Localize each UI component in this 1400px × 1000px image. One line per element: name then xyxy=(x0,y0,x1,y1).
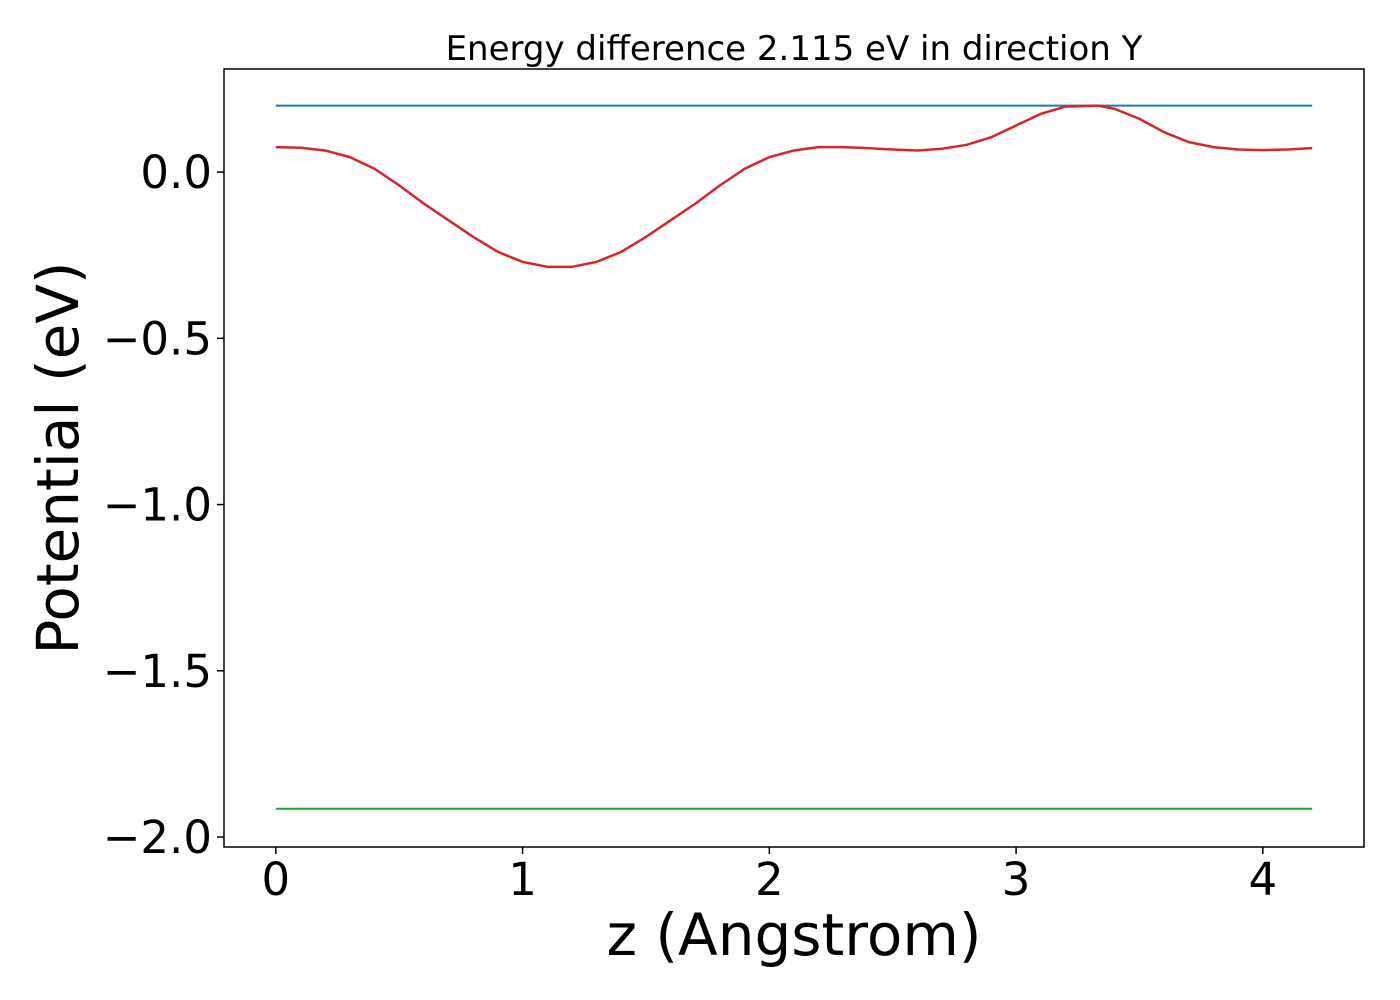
x-axis-label: z (Angstrom) xyxy=(607,901,982,969)
axis-ticks: 0 1 2 3 4 0.0 −0.5 −1.0 −1.5 −2.0 xyxy=(103,146,1277,906)
plot-frame xyxy=(223,68,1365,848)
y-tick-label: −1.5 xyxy=(103,645,212,698)
y-tick-label: −1.0 xyxy=(103,479,212,532)
x-tick-label: 3 xyxy=(1002,853,1031,906)
series-line-3 xyxy=(275,104,1313,269)
y-tick-label: 0.0 xyxy=(140,146,212,199)
x-tick-label: 4 xyxy=(1249,853,1278,906)
y-tick-label: −2.0 xyxy=(103,811,212,864)
chart-title: Energy difference 2.115 eV in direction … xyxy=(446,29,1143,69)
y-axis-label: Potential (eV) xyxy=(24,261,92,654)
plot-lines xyxy=(275,104,1313,810)
y-tick-label: −0.5 xyxy=(103,312,212,365)
x-tick-label: 2 xyxy=(755,853,784,906)
x-tick-label: 1 xyxy=(508,853,537,906)
x-tick-label: 0 xyxy=(261,853,290,906)
